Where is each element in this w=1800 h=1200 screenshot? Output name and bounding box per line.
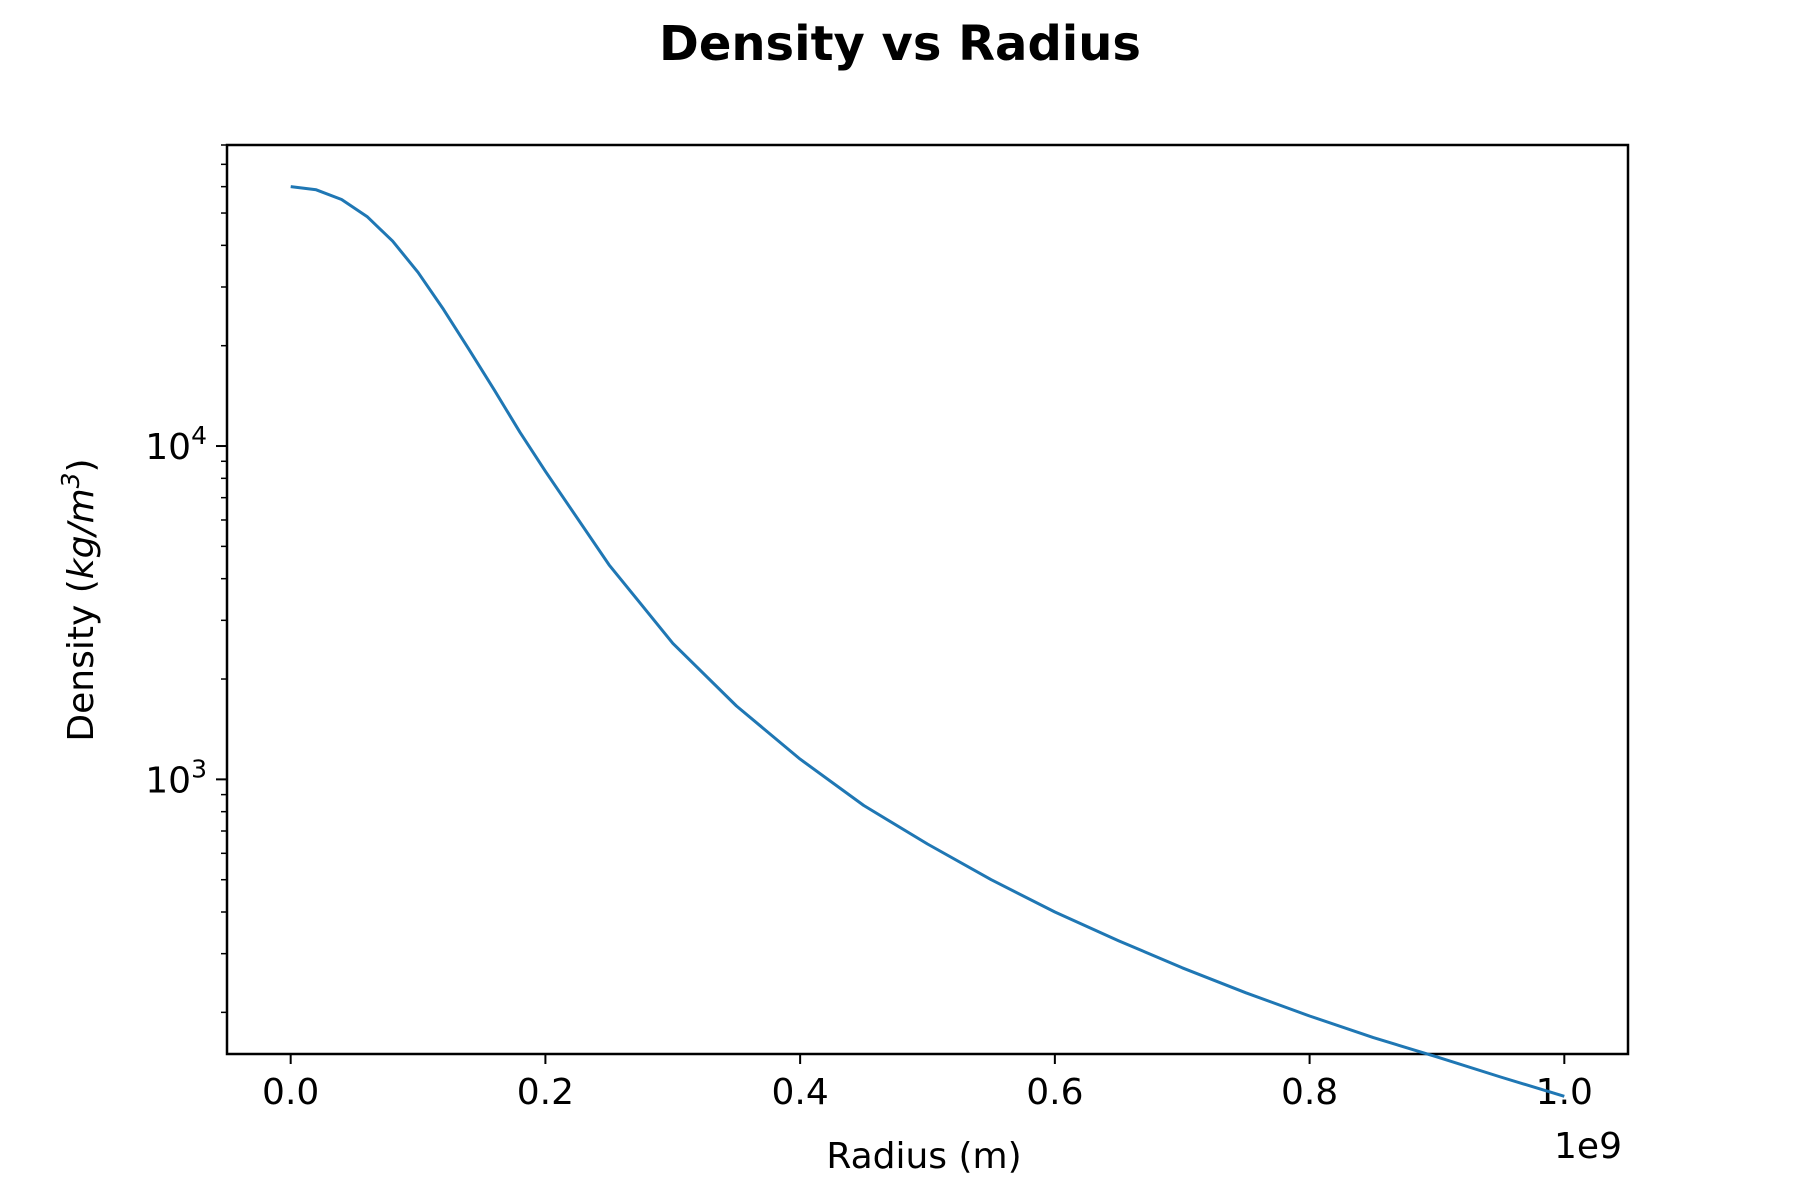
y-axis-label-unit: kg/m <box>61 488 102 579</box>
x-tick-label: 0.6 <box>1026 1072 1083 1113</box>
x-axis-label: Radius (m) <box>826 1136 1021 1177</box>
y-axis-label-prefix: Density ( <box>61 579 102 741</box>
y-tick-label: 104 <box>145 421 207 468</box>
x-offset-label: 1e9 <box>1554 1126 1622 1167</box>
x-tick-label: 0.4 <box>772 1072 829 1113</box>
y-tick-label: 103 <box>145 754 207 801</box>
y-axis-label-exponent: 3 <box>56 472 85 488</box>
plot-frame <box>225 143 1630 1056</box>
series-line <box>290 185 1565 1098</box>
chart-title: Density vs Radius <box>659 16 1141 72</box>
y-axis-label-suffix: ) <box>61 458 102 472</box>
x-tick-label: 0.8 <box>1281 1072 1338 1113</box>
x-tick-label: 0.0 <box>262 1072 319 1113</box>
y-axis-label: Density (kg/m3) <box>56 458 102 741</box>
x-tick-label: 0.2 <box>517 1072 574 1113</box>
plot-area: 0.0 0.2 0.4 0.6 0.8 1.0 103 104 <box>145 143 1630 1113</box>
x-tick-label: 1.0 <box>1536 1072 1593 1113</box>
